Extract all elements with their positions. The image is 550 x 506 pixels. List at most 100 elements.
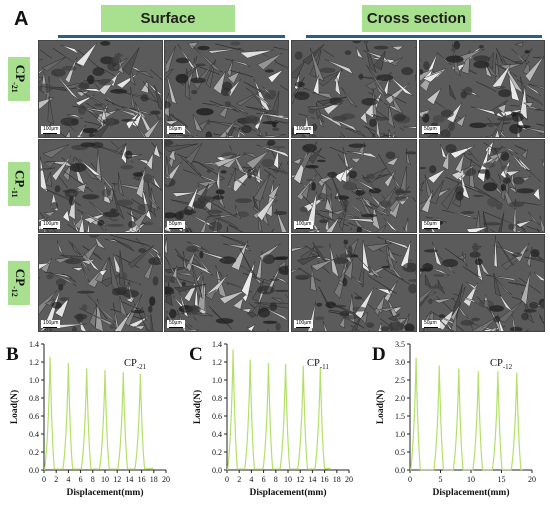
x-axis-label: Displacement(mm) <box>66 487 143 498</box>
sem-texture-shard <box>142 81 157 101</box>
sem-texture-shard <box>450 145 476 159</box>
load-peak-point <box>67 363 70 365</box>
sem-texture-pore <box>474 258 483 266</box>
sem-texture-shard <box>104 99 125 109</box>
sem-texture-pore <box>433 274 445 277</box>
sem-texture-shard <box>170 308 193 328</box>
sem-image-cp-11-surface-100um: 100μm <box>38 139 163 233</box>
sem-texture-pore <box>376 74 394 81</box>
sem-texture-shard <box>345 127 366 137</box>
sem-texture-pore <box>308 107 316 114</box>
sem-texture-shard <box>339 204 347 232</box>
y-tick-label: 0.5 <box>395 448 405 457</box>
sem-texture-shard <box>420 189 424 196</box>
sem-texture-shard <box>375 288 392 296</box>
sem-texture-pore <box>529 301 539 309</box>
sem-texture-pore <box>512 176 525 185</box>
sem-texture-shard <box>204 288 217 300</box>
sem-texture-shard <box>524 93 544 106</box>
y-tick-label: 0.2 <box>212 448 222 457</box>
sem-texture-shard <box>471 316 499 331</box>
load-peak-point <box>85 368 88 370</box>
sem-texture-shard <box>76 183 87 194</box>
sem-texture-shard <box>84 230 86 232</box>
sem-texture-pore <box>138 248 147 253</box>
sem-texture-pore <box>165 212 177 219</box>
sem-texture-pore <box>225 100 231 108</box>
sem-texture-pore <box>78 82 90 90</box>
y-tick-label: 0.0 <box>212 466 222 475</box>
sem-texture-shard <box>187 41 199 50</box>
sem-texture-pore <box>221 152 238 160</box>
x-tick-label: 16 <box>321 475 329 484</box>
y-tick-label: 0.0 <box>29 466 39 475</box>
sem-texture-pore <box>429 165 437 174</box>
sem-texture-pore <box>394 188 405 196</box>
sem-texture-pore <box>76 290 95 294</box>
surface-header: Surface <box>101 5 235 32</box>
sem-texture-shard <box>275 120 288 125</box>
y-tick-label: 1.0 <box>29 376 39 385</box>
sem-texture-pore <box>196 108 214 116</box>
sem-texture-shard <box>202 102 237 111</box>
load-curve-line <box>226 350 331 471</box>
chart-c-load-displacement: C 0.0 0.2 0.4 0.6 0.8 1.0 1.2 1.4 0 2 4 6 8 10 12 14 16 18… <box>189 340 353 498</box>
sem-texture-pore <box>442 258 459 268</box>
sem-texture-pore <box>496 203 503 210</box>
sem-texture-shard <box>358 193 374 209</box>
sem-texture-shard <box>165 71 177 105</box>
sem-texture-pore <box>473 55 491 63</box>
sem-texture-shard <box>426 88 442 105</box>
sem-texture-shard <box>87 295 117 324</box>
sem-texture-shard <box>74 216 84 230</box>
panel-letter: B <box>6 344 19 365</box>
sem-texture-pore <box>422 113 430 123</box>
sem-texture-shard <box>225 58 251 67</box>
sem-texture-shard <box>511 48 528 65</box>
sem-texture-pore <box>422 263 434 272</box>
sem-texture-shard <box>366 167 387 184</box>
sem-texture-pore <box>165 177 176 187</box>
sem-image-cp-12-surface-100um: 100μm <box>38 234 163 332</box>
sem-texture-shard <box>165 68 174 80</box>
sem-texture-shard <box>110 235 149 246</box>
sem-texture-shard <box>273 46 288 51</box>
sem-texture-shard <box>129 107 152 116</box>
sem-texture-pore <box>423 61 430 70</box>
y-tick-label: 3.5 <box>395 340 405 349</box>
sem-texture-pore <box>404 323 415 331</box>
sem-texture-shard <box>298 267 322 282</box>
x-tick-label: 0 <box>42 475 46 484</box>
row-label-cp-21-sub: -21 <box>10 82 20 94</box>
sem-texture-shard <box>389 57 403 66</box>
sem-texture-shard <box>89 201 112 220</box>
sem-texture-pore <box>483 222 501 226</box>
sem-texture-pore <box>230 41 241 46</box>
sem-texture-shard <box>494 128 500 137</box>
sem-texture-shard <box>77 209 107 227</box>
sem-texture-shard <box>181 259 212 276</box>
sem-texture-shard <box>350 320 365 329</box>
sem-texture-pore <box>501 165 509 171</box>
sem-texture-pore <box>494 85 506 89</box>
sem-texture-pore <box>236 211 250 218</box>
sem-texture-pore <box>60 117 79 127</box>
sem-texture-shard <box>514 145 528 152</box>
sem-texture-pore <box>148 257 162 266</box>
sem-texture-shard <box>226 59 233 78</box>
sem-texture-shard <box>322 49 335 57</box>
sem-texture-shard <box>80 263 90 283</box>
sem-texture-pore <box>530 249 540 258</box>
sem-texture-pore <box>472 194 485 197</box>
scale-bar-label: 100μm <box>294 126 314 134</box>
scale-bar-label: 50μm <box>167 320 185 328</box>
scale-bar-label: 100μm <box>294 320 314 328</box>
sem-texture-shard <box>298 113 315 119</box>
sem-texture-shard <box>254 108 266 130</box>
sem-texture-shard <box>112 238 135 252</box>
sem-texture-shard <box>438 53 452 65</box>
sem-texture-pore <box>111 288 122 296</box>
sem-texture-pore <box>115 199 134 206</box>
sem-texture-pore <box>471 317 480 322</box>
x-tick-label: 4 <box>249 475 253 484</box>
